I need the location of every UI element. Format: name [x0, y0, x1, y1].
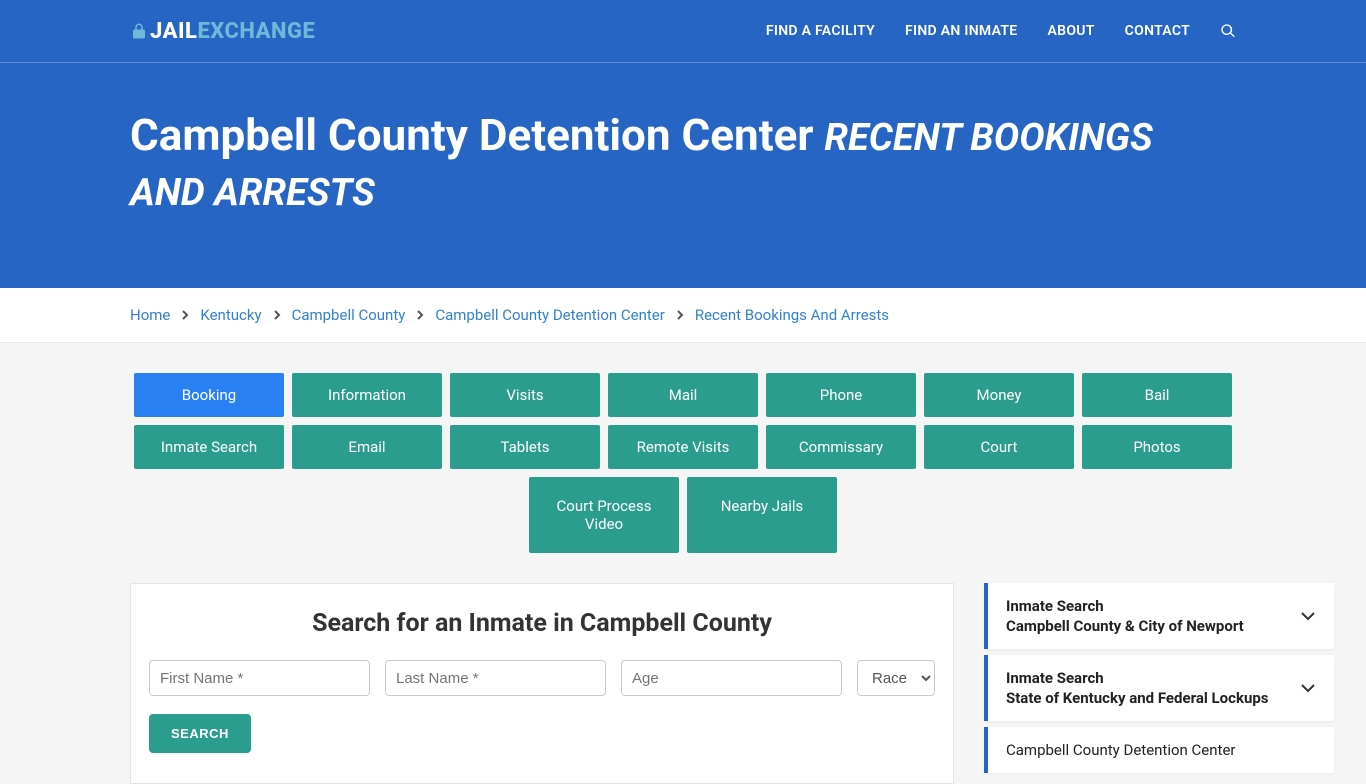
sidebar-item-text: Inmate Search State of Kentucky and Fede…: [1006, 669, 1269, 707]
tab-court[interactable]: Court: [924, 425, 1074, 469]
breadcrumb-home[interactable]: Home: [130, 306, 170, 324]
tab-nearby-jails[interactable]: Nearby Jails: [687, 477, 837, 553]
sidebar-item-line1: Inmate Search: [1006, 597, 1244, 615]
chevron-right-icon: [675, 310, 685, 320]
tab-visits[interactable]: Visits: [450, 373, 600, 417]
logo-part2: EXCHANGE: [197, 19, 315, 44]
age-input[interactable]: [621, 660, 842, 696]
tab-court-video[interactable]: Court Process Video: [529, 477, 679, 553]
sidebar-item-facility[interactable]: Campbell County Detention Center: [984, 727, 1334, 773]
first-name-input[interactable]: [149, 660, 370, 696]
nav-contact[interactable]: CONTACT: [1125, 23, 1190, 39]
search-icon[interactable]: [1220, 23, 1236, 39]
breadcrumb-wrap: Home Kentucky Campbell County Campbell C…: [0, 288, 1366, 343]
tab-remote-visits[interactable]: Remote Visits: [608, 425, 758, 469]
tab-phone[interactable]: Phone: [766, 373, 916, 417]
nav-find-facility[interactable]: FIND A FACILITY: [766, 23, 875, 39]
breadcrumb-state[interactable]: Kentucky: [200, 306, 261, 324]
nav-find-inmate[interactable]: FIND AN INMATE: [905, 23, 1017, 39]
content: Booking Information Visits Mail Phone Mo…: [130, 343, 1236, 784]
chevron-right-icon: [415, 310, 425, 320]
sidebar-item-line2: State of Kentucky and Federal Lockups: [1006, 689, 1269, 707]
tab-inmate-search[interactable]: Inmate Search: [134, 425, 284, 469]
tab-money[interactable]: Money: [924, 373, 1074, 417]
search-fields: Race: [149, 660, 935, 696]
race-select[interactable]: Race: [857, 660, 935, 696]
sidebar-item-text: Inmate Search Campbell County & City of …: [1006, 597, 1244, 635]
page-title: Campbell County Detention Center RECENT …: [130, 108, 1236, 218]
hero: Campbell County Detention Center RECENT …: [0, 63, 1366, 288]
chevron-down-icon: [1300, 680, 1316, 696]
sidebar-item-line1: Campbell County Detention Center: [1006, 741, 1236, 759]
search-button[interactable]: SEARCH: [149, 714, 251, 753]
tab-bail[interactable]: Bail: [1082, 373, 1232, 417]
breadcrumb-current[interactable]: Recent Bookings And Arrests: [695, 306, 889, 324]
search-card: Search for an Inmate in Campbell County …: [130, 583, 954, 784]
sidebar-item-state[interactable]: Inmate Search State of Kentucky and Fede…: [984, 655, 1334, 721]
lower-region: Search for an Inmate in Campbell County …: [130, 583, 1236, 784]
breadcrumb-county[interactable]: Campbell County: [292, 306, 406, 324]
tab-tablets[interactable]: Tablets: [450, 425, 600, 469]
sidebar-item-county[interactable]: Inmate Search Campbell County & City of …: [984, 583, 1334, 649]
topbar: JAILEXCHANGE FIND A FACILITY FIND AN INM…: [0, 0, 1366, 63]
tab-information[interactable]: Information: [292, 373, 442, 417]
sidebar-item-line2: Campbell County & City of Newport: [1006, 617, 1244, 635]
page-title-main: Campbell County Detention Center: [130, 109, 824, 161]
logo-part1: JAIL: [150, 19, 197, 44]
sidebar-item-text: Campbell County Detention Center: [1006, 741, 1236, 759]
tab-mail[interactable]: Mail: [608, 373, 758, 417]
tab-email[interactable]: Email: [292, 425, 442, 469]
logo-text: JAILEXCHANGE: [150, 19, 315, 44]
sidebar-item-line1: Inmate Search: [1006, 669, 1269, 687]
search-heading: Search for an Inmate in Campbell County: [149, 609, 935, 638]
last-name-input[interactable]: [385, 660, 606, 696]
tab-photos[interactable]: Photos: [1082, 425, 1232, 469]
sidebar: Inmate Search Campbell County & City of …: [984, 583, 1334, 773]
chevron-right-icon: [272, 310, 282, 320]
lock-icon: [130, 22, 148, 40]
tab-bar: Booking Information Visits Mail Phone Mo…: [130, 373, 1236, 553]
tab-booking[interactable]: Booking: [134, 373, 284, 417]
chevron-right-icon: [180, 310, 190, 320]
main-nav: FIND A FACILITY FIND AN INMATE ABOUT CON…: [766, 23, 1236, 39]
logo[interactable]: JAILEXCHANGE: [130, 19, 315, 44]
chevron-down-icon: [1300, 608, 1316, 624]
breadcrumb: Home Kentucky Campbell County Campbell C…: [130, 306, 1236, 324]
breadcrumb-facility[interactable]: Campbell County Detention Center: [435, 306, 665, 324]
nav-about[interactable]: ABOUT: [1047, 23, 1094, 39]
tab-commissary[interactable]: Commissary: [766, 425, 916, 469]
